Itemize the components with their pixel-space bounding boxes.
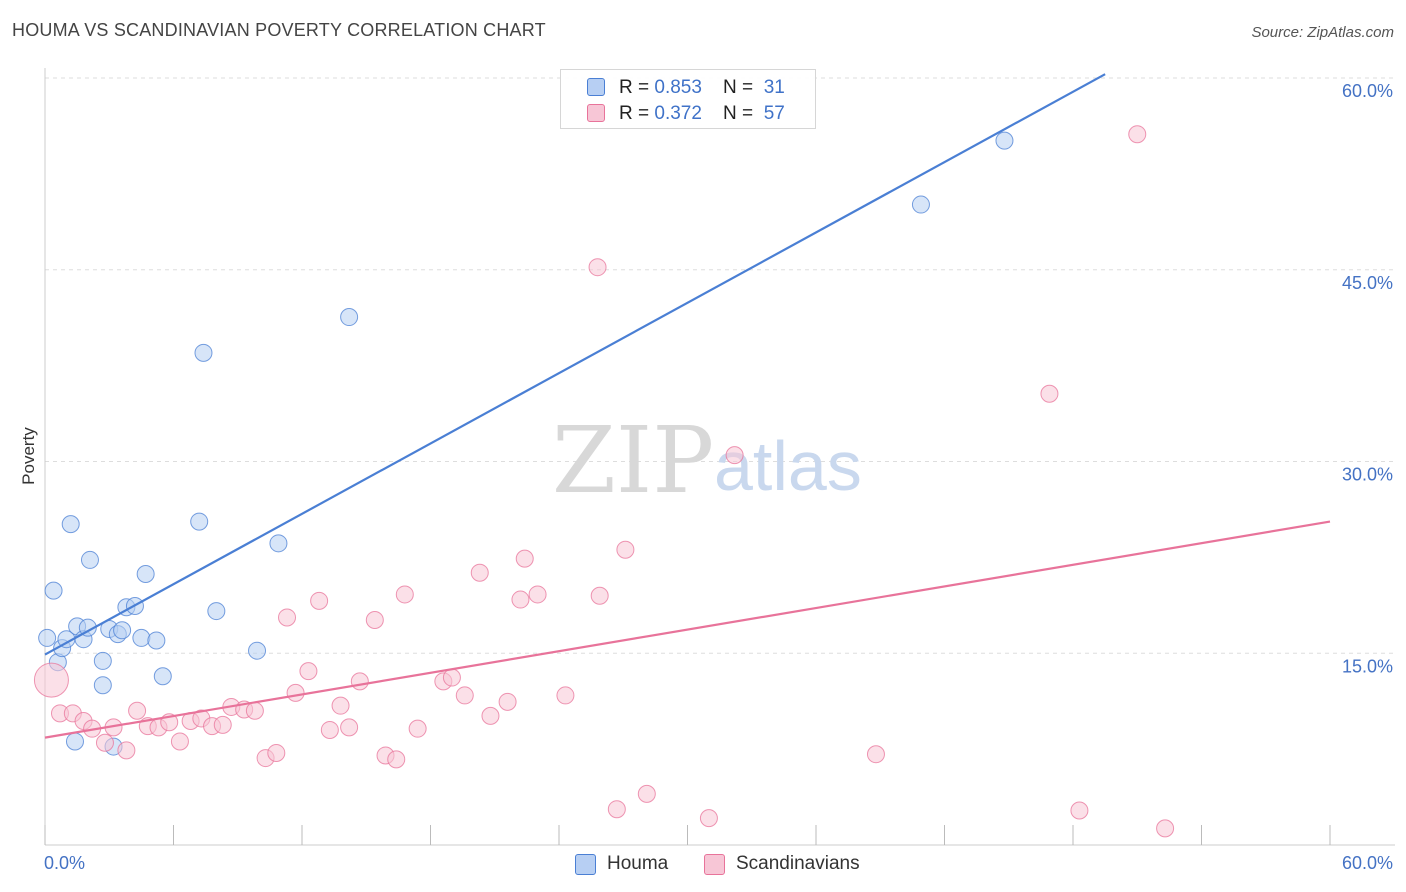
scandinavians-point <box>33 662 69 698</box>
houma-n-label: N = <box>723 77 759 98</box>
trend-lines <box>44 73 1331 739</box>
scandinavians-point <box>267 743 286 762</box>
scandinavians-point <box>1070 801 1089 820</box>
houma-point <box>911 195 930 214</box>
y-axis-label: Poverty <box>19 427 38 485</box>
houma-point <box>340 308 359 327</box>
houma-point <box>248 641 267 660</box>
correlation-legend: R = 0.853 N = 31 R = 0.372 N = 57 <box>560 69 816 129</box>
scandinavians-point <box>286 683 305 702</box>
scandinavians-point <box>470 563 489 582</box>
scandinavians-point <box>320 720 339 739</box>
scandinavians-point <box>455 686 474 705</box>
scandinavians-point <box>408 719 427 738</box>
scandinavians-point <box>128 701 147 720</box>
scandinavians-point <box>725 446 744 465</box>
scandinavians-trendline <box>44 520 1331 739</box>
grid-lines <box>45 77 1395 654</box>
houma-point <box>136 564 155 583</box>
series-legend: Houma Scandinavians <box>0 852 1406 878</box>
houma-point <box>190 512 209 531</box>
scandinavians-point <box>556 686 575 705</box>
scandinavians-point <box>442 668 461 687</box>
houma-r-value: 0.853 <box>654 77 702 98</box>
scandinavians-point <box>515 549 534 568</box>
x-tick-label-0: 0.0% <box>44 853 85 873</box>
houma-point <box>147 631 166 650</box>
scandinavians-legend-swatch <box>704 854 725 875</box>
y-tick-label-0: 15.0% <box>1342 656 1393 676</box>
scandinavians-point <box>299 662 318 681</box>
scandinavians-point <box>278 608 297 627</box>
scandinavians-point <box>213 715 232 734</box>
houma-legend-swatch <box>575 854 596 875</box>
houma-n-value: 31 <box>763 77 785 98</box>
scandinavians-point <box>528 585 547 604</box>
scandinavians-r-label: R = <box>619 103 655 124</box>
scandinavians-point <box>498 692 517 711</box>
watermark: ZIP atlas <box>552 407 862 514</box>
houma-point <box>153 667 172 686</box>
scandinavians-point <box>170 732 189 751</box>
scandinavians-point <box>588 258 607 277</box>
scandinavians-point <box>310 591 329 610</box>
y-tick-label-1: 30.0% <box>1342 465 1393 485</box>
houma-point <box>93 651 112 670</box>
houma-swatch <box>587 78 605 96</box>
scandinavians-point <box>616 540 635 559</box>
scandinavians-point <box>331 696 350 715</box>
houma-trendline <box>44 73 1106 656</box>
scandinavians-point <box>481 706 500 725</box>
houma-point <box>80 550 99 569</box>
scandinavians-point <box>607 800 626 819</box>
houma-point <box>269 534 288 553</box>
scandinavians-point <box>1040 384 1059 403</box>
houma-point <box>78 618 97 637</box>
houma-point <box>38 628 57 647</box>
chart-title: HOUMA VS SCANDINAVIAN POVERTY CORRELATIO… <box>12 20 546 40</box>
houma-point <box>194 343 213 362</box>
scandinavians-point <box>511 590 530 609</box>
scandinavians-point <box>387 750 406 769</box>
scandinavians-point <box>245 701 264 720</box>
houma-point <box>44 581 63 600</box>
scandinavians-point <box>350 672 369 691</box>
houma-r-label: R = <box>619 77 655 98</box>
houma-point <box>207 602 226 621</box>
data-points <box>33 125 1175 838</box>
scandinavians-point <box>395 585 414 604</box>
houma-point <box>132 628 151 647</box>
scandinavians-point <box>95 733 114 752</box>
scandinavians-r-value: 0.372 <box>654 103 702 124</box>
scandinavians-point <box>117 741 136 760</box>
x-tick-labels: 0.0% 60.0% <box>44 853 1393 873</box>
scandinavians-legend-label: Scandinavians <box>736 853 860 874</box>
scandinavians-point <box>365 611 384 630</box>
scandinavians-point <box>866 745 885 764</box>
y-tick-labels: 15.0% 30.0% 45.0% 60.0% <box>1342 81 1393 676</box>
scandinavians-n-value: 57 <box>763 103 785 124</box>
y-tick-label-2: 45.0% <box>1342 273 1393 293</box>
scandinavians-point <box>699 809 718 828</box>
houma-point <box>995 131 1014 150</box>
y-tick-label-3: 60.0% <box>1342 81 1393 101</box>
axes <box>44 68 1395 846</box>
chart-source: Source: ZipAtlas.com <box>1251 24 1394 41</box>
x-tick-label-1: 60.0% <box>1342 853 1393 873</box>
scandinavians-swatch <box>587 104 605 122</box>
watermark-zip: ZIP <box>552 407 714 514</box>
houma-point <box>61 515 80 534</box>
houma-point <box>93 676 112 695</box>
watermark-atlas: atlas <box>714 427 862 505</box>
scandinavians-point <box>590 586 609 605</box>
houma-legend-label: Houma <box>607 853 669 874</box>
scandinavians-point <box>1128 125 1147 144</box>
houma-point <box>113 621 132 640</box>
scandinavians-point <box>1156 819 1175 838</box>
scandinavians-point <box>340 718 359 737</box>
scandinavians-point <box>637 784 656 803</box>
houma-point <box>65 732 84 751</box>
scandinavians-n-label: N = <box>723 103 759 124</box>
